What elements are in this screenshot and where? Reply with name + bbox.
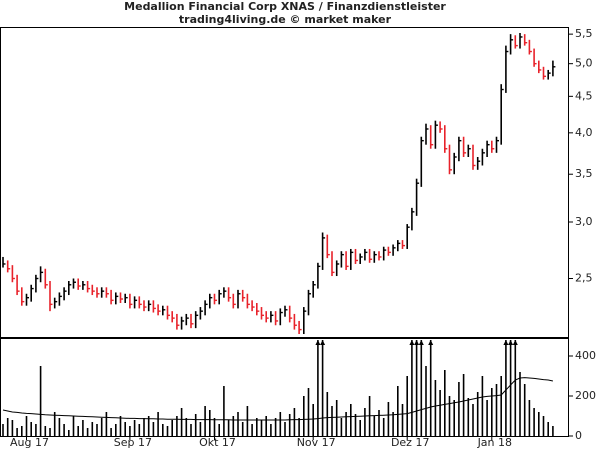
volume-overflow-arrow xyxy=(320,340,326,345)
plot-frame xyxy=(0,27,569,437)
y-tick-label: 5,0 xyxy=(575,57,593,70)
x-tick-label: Sep 17 xyxy=(114,436,152,449)
volume-overflow-arrow xyxy=(503,340,509,345)
y-tick-label: 3,0 xyxy=(575,215,593,228)
x-tick-label: Nov 17 xyxy=(297,436,336,449)
y-tick-label: 5,5 xyxy=(575,27,593,40)
volume-overflow-arrow xyxy=(512,340,518,345)
volume-overflow-arrow xyxy=(414,340,420,345)
x-tick-label: Aug 17 xyxy=(10,436,49,449)
volume-overflow-arrow xyxy=(428,340,434,345)
x-tick-label: Dez 17 xyxy=(391,436,430,449)
y-tick-label: 0 xyxy=(575,429,582,442)
x-tick-label: Okt 17 xyxy=(199,436,236,449)
chart-subtitle: trading4living.de © market maker xyxy=(179,13,392,26)
chart-title: Medallion Financial Corp XNAS / Finanzdi… xyxy=(124,0,446,13)
volume-overflow-arrow xyxy=(418,340,424,345)
y-tick-label: 200 xyxy=(575,389,596,402)
y-tick-label: 400 xyxy=(575,349,596,362)
y-tick-label: 4,5 xyxy=(575,89,593,102)
x-tick-label: Jan 18 xyxy=(477,436,512,449)
y-tick-label: 4,0 xyxy=(575,126,593,139)
volume-average-line xyxy=(2,377,554,421)
y-tick-label: 2,5 xyxy=(575,272,593,285)
y-tick-label: 3,5 xyxy=(575,167,593,180)
volume-overflow-arrow xyxy=(409,340,415,345)
volume-overflow-arrow xyxy=(508,340,514,345)
volume-overflow-arrow xyxy=(315,340,321,345)
